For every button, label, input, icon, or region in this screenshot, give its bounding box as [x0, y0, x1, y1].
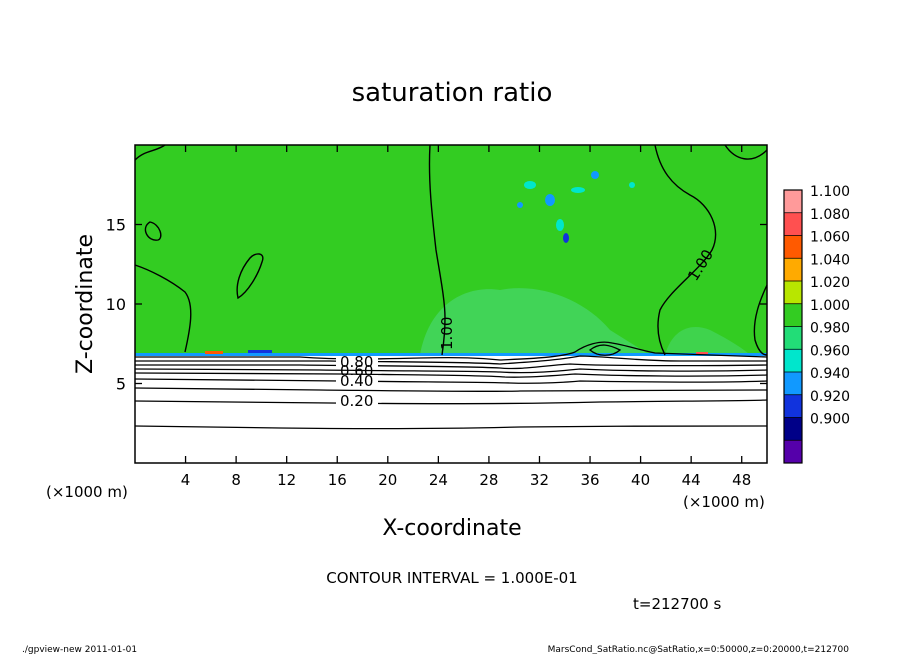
- y-tick-label: 5: [116, 375, 126, 394]
- contour-label-1: 1.00: [438, 317, 456, 350]
- colorbar-tick-label: 0.980: [810, 321, 850, 337]
- y-tick-label: 15: [106, 216, 126, 235]
- contour-label-6: 0.20: [340, 392, 373, 410]
- subsaturated-band: [420, 288, 650, 355]
- subsaturated-band-right: [665, 327, 750, 355]
- colorbar-swatch: [784, 417, 802, 441]
- y-axis-ticks: 5 10 15: [106, 216, 767, 394]
- colorbar-tick-label: 1.020: [810, 275, 850, 291]
- x-tick-label: 32: [530, 471, 549, 489]
- colorbar-swatch: [784, 372, 802, 396]
- supersat-patch-3: [696, 352, 708, 354]
- x-tick-label: 48: [732, 471, 751, 489]
- contours-lower: [134, 341, 768, 430]
- boundary-layer-blue: [135, 353, 767, 356]
- y-tick-label: 10: [106, 295, 126, 314]
- supersat-patch-1: [205, 351, 223, 354]
- colorbar-tick-label: 0.940: [810, 366, 850, 382]
- footer-right: MarsCond_SatRatio.nc@SatRatio,x=0:50000,…: [548, 645, 850, 654]
- contour-label-5: 0.40: [340, 372, 373, 390]
- contours-saturation: [134, 144, 768, 356]
- colorbar-swatch: [784, 258, 802, 282]
- x-axis-ticks: 4 8 12 16 20 24 28 32 36 40 44 48: [181, 145, 751, 489]
- colorbar-swatch: [784, 394, 802, 418]
- colorbar-swatch: [784, 440, 802, 464]
- y-axis-label: Z-coordinate: [73, 234, 98, 374]
- dry-patches-aloft: [517, 171, 635, 243]
- colorbar-swatch: [784, 349, 802, 373]
- x-axis-label: X-coordinate: [382, 516, 521, 541]
- plot-area: 1.00 1.00 0.80 0.60 0.40 0.20: [134, 144, 768, 464]
- colorbar-tick-label: 0.920: [810, 389, 850, 405]
- colorbar-swatch: [784, 235, 802, 259]
- colorbar-tick-label: 1.080: [810, 207, 850, 223]
- colorbar: 1.100 1.080 1.060 1.040 1.020 1.000 0.980 0.960…: [783, 184, 850, 464]
- colorbar-tick-label: 1.040: [810, 252, 850, 268]
- chart-title: saturation ratio: [352, 78, 553, 108]
- x-tick-label: 28: [479, 471, 498, 489]
- colorbar-swatch: [784, 212, 802, 236]
- colorbar-tick-label: 1.100: [810, 184, 850, 200]
- colorbar-swatch: [784, 281, 802, 305]
- colorbar-tick-label: 0.960: [810, 343, 850, 359]
- x-tick-label: 40: [631, 471, 650, 489]
- x-tick-label: 8: [231, 471, 241, 489]
- x-tick-label: 4: [181, 471, 191, 489]
- footer-left: ./gpview-new 2011-01-01: [22, 645, 137, 654]
- colorbar-swatch: [784, 326, 802, 350]
- x-tick-label: 44: [682, 471, 701, 489]
- contour-label-3: 0.80: [340, 353, 373, 371]
- x-tick-label: 16: [328, 471, 347, 489]
- colorbar-tick-label: 1.060: [810, 230, 850, 246]
- contour-interval-note: CONTOUR INTERVAL = 1.000E-01: [326, 569, 577, 587]
- x-tick-label: 12: [277, 471, 296, 489]
- x-tick-label: 20: [378, 471, 397, 489]
- colorbar-tick-label: 0.900: [810, 412, 850, 428]
- x-tick-label: 36: [580, 471, 599, 489]
- x-tick-label: 24: [429, 471, 448, 489]
- colorbar-tick-label: 1.000: [810, 298, 850, 314]
- x-unit-left: (×1000 m): [46, 483, 128, 501]
- time-stamp: t=212700 s: [633, 595, 721, 613]
- supersat-patch-2: [248, 350, 272, 353]
- colorbar-swatch: [784, 303, 802, 327]
- x-unit-right: (×1000 m): [683, 493, 765, 511]
- colorbar-swatch: [784, 190, 802, 214]
